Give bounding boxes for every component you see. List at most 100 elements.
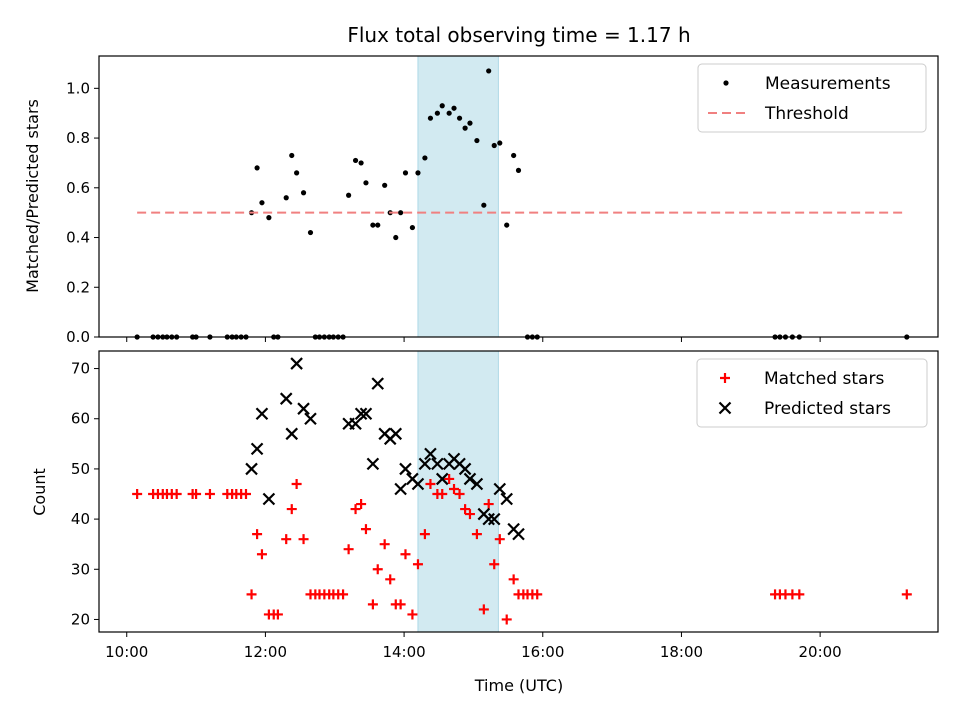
top-y-tick-label: 1.0 [66,79,90,97]
bottom-point [431,457,444,471]
bottom-point [489,559,500,570]
bottom-point [359,407,373,421]
bottom-point [297,402,310,415]
bottom-point [285,427,299,441]
top-point [259,200,265,206]
chart-title: Flux total observing time = 1.17 h [347,23,690,47]
top-point [358,160,364,166]
top-point [515,167,522,173]
top-point [504,222,510,228]
bottom-point [379,539,390,550]
bottom-point [435,472,449,486]
x-tick-label: 14:00 [382,643,425,661]
bottom-point [372,564,383,575]
bottom-point [245,462,258,476]
top-point [382,182,388,188]
bottom-point [385,574,396,585]
top-point [439,103,445,109]
top-point [370,222,376,228]
bottom-point [256,549,267,560]
top-point [434,110,440,116]
bottom-point [501,614,512,625]
bottom-point [290,357,303,370]
bottom-series-1 [245,357,525,541]
top-point [307,229,314,236]
top-point [467,120,473,126]
top-point [375,222,381,228]
x-tick-label: 16:00 [521,643,564,661]
bottom-point [493,482,507,496]
bottom-point [463,472,477,486]
bottom-point [444,473,455,484]
top-point [462,125,468,131]
bottom-point [279,392,293,405]
bottom-point [204,489,215,500]
bottom-point [494,534,505,545]
bottom-point [272,609,283,620]
top-point [402,170,409,176]
bottom-point [389,427,403,441]
bottom-point [419,529,430,540]
bottom-point [487,512,501,526]
bottom-point [349,417,362,431]
bottom-point [412,559,423,570]
bottom-point [281,534,292,545]
top-point [491,142,497,149]
bottom-point [794,589,805,600]
bottom-point [250,442,264,456]
top-point [363,180,369,186]
bottom-point [470,477,484,491]
bottom-point [367,599,378,610]
top-point [474,137,480,144]
top-point [398,210,404,216]
top-legend-swatch [723,80,729,86]
bottom-point [454,489,465,500]
bottom-panel: 20 30 40 50 60 70 10:00 12:00 14:00 16:00 18:00 20:… [71,350,939,661]
bottom-point [291,478,302,489]
top-y-tick-label: 0.4 [66,229,90,247]
top-point [481,202,487,208]
top-point [409,224,416,231]
x-axis-label: Time (UTC) [474,676,563,695]
top-point [393,234,399,241]
top-point [446,110,452,116]
top-legend-label: Measurements [765,74,891,94]
bottom-point [437,489,448,500]
bottom-point [371,377,385,390]
bottom-point [508,574,519,585]
top-point [497,140,503,146]
top-point [422,155,428,161]
bottom-point [286,504,297,515]
top-point [294,170,300,176]
bottom-point [532,589,543,600]
bottom-y-tick-label: 40 [71,510,90,528]
top-point [456,115,463,121]
bottom-point [482,512,495,526]
top-point [415,170,421,176]
bottom-point [262,492,276,506]
bottom-point [407,609,418,620]
bottom-point [512,527,525,541]
top-y-axis-label: Matched/Predicted stars [23,99,42,293]
bottom-point [394,482,407,496]
bottom-point [338,589,349,600]
top-legend-label: Threshold [764,104,849,124]
bottom-y-tick-label: 50 [71,460,90,478]
x-tick-label: 12:00 [244,643,287,661]
top-shaded-region [417,55,499,338]
bottom-y-tick-label: 20 [71,610,90,628]
bottom-point [500,492,513,506]
bottom-series-0 [132,473,912,625]
top-legend: Measurements Threshold [697,63,927,133]
top-y-tick-label: 0.6 [66,179,90,197]
bottom-point [411,477,425,491]
bottom-legend: Matched stars Predicted stars [696,358,928,428]
top-axes-frame [98,55,939,338]
top-point [254,165,260,171]
bottom-point [366,457,380,471]
top-point [283,195,289,201]
bottom-axes-frame [98,350,939,633]
top-point [346,192,352,198]
bottom-point [304,412,317,426]
